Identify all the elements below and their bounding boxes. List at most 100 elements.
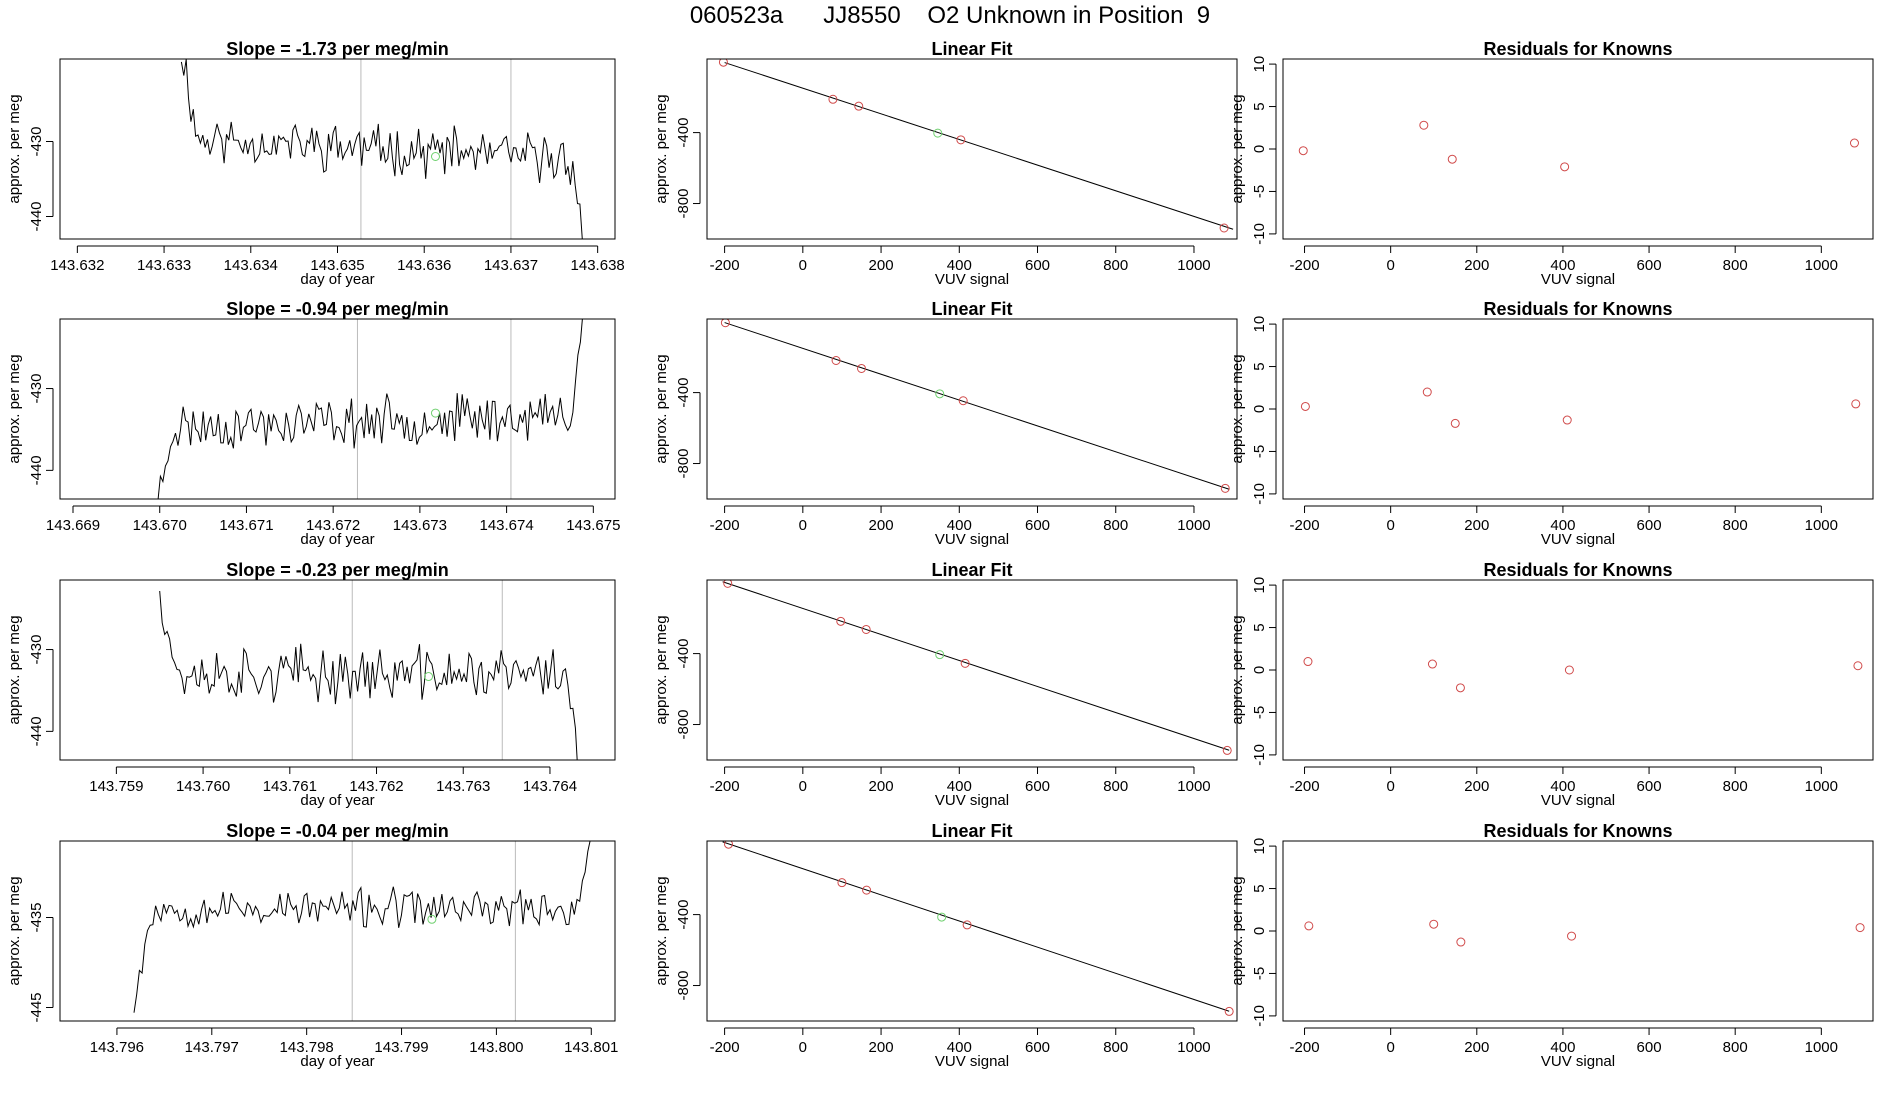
x-tick-label: 143.633 [137,257,191,274]
x-tick-label: 143.670 [133,517,187,534]
y-axis-label: approx. per meg [6,615,23,724]
series-line [157,319,583,499]
y-tick-label: -800 [675,449,692,479]
x-tick-label: 143.762 [349,778,403,795]
residual-point [1849,138,1859,148]
y-tick-label: -400 [675,900,692,930]
x-tick-label: 143.673 [393,517,447,534]
x-axis-label: VUV signal [1541,792,1615,809]
known-point [854,101,864,111]
y-tick-label: 5 [1251,362,1268,370]
x-tick-label: -200 [710,1039,740,1056]
y-tick-label: -5 [1251,706,1268,719]
plot-frame [706,840,1238,1022]
plot-area [159,580,578,760]
known-point [960,658,970,668]
plot-frame [706,318,1238,500]
y-tick-label: -430 [28,374,45,404]
x-tick-label: 143.634 [224,257,278,274]
chart-panel-linearfit-4: -200 0 200 400 600 800 1000 -800 -400 Linear Fit V… [653,821,1238,1070]
plot-area [1298,120,1859,172]
residual-point [1851,399,1861,409]
known-point [1224,1006,1234,1016]
x-tick-label: 400 [947,517,972,534]
x-axis-label: day of year [300,792,374,809]
x-tick-label: -200 [1290,517,1320,534]
panel-title: Linear Fit [931,821,1012,841]
plot-area [722,841,1234,1016]
known-point [837,878,847,888]
x-tick-label: 800 [1103,778,1128,795]
residual-point [1564,665,1574,675]
unknown-marker [430,152,440,161]
x-tick-label: 143.798 [280,1039,334,1056]
known-point [828,94,838,104]
y-tick-label: -5 [1251,185,1268,198]
residual-point [1562,415,1572,425]
panel-title: Linear Fit [931,299,1012,319]
x-tick-label: 143.759 [89,778,143,795]
y-tick-label: 0 [1251,927,1268,935]
plot-frame [59,58,616,240]
y-tick-label: 5 [1251,102,1268,110]
unknown-point [933,128,943,138]
x-tick-label: 0 [1386,1039,1394,1056]
x-axis-label: day of year [300,531,374,548]
unknown-marker [424,672,434,682]
plot-area [722,580,1232,755]
chart-panel-residuals-3: -200 0 200 400 600 800 1000 -10 -5 0 5 10 Residuals … [1229,560,1874,809]
known-point [831,355,841,365]
x-tick-label: 400 [1550,1039,1575,1056]
x-tick-label: 400 [1550,257,1575,274]
chart-panel-linearfit-1: -200 0 200 400 600 800 1000 -800 -400 Linear Fit V… [653,39,1238,288]
x-tick-label: 600 [1637,257,1662,274]
x-tick-label: -200 [1290,257,1320,274]
y-tick-label: 0 [1251,145,1268,153]
x-tick-label: 143.760 [176,778,230,795]
x-tick-label: 400 [947,1039,972,1056]
chart-panel-linearfit-3: -200 0 200 400 600 800 1000 -800 -400 Linear Fit V… [653,560,1238,809]
residual-point [1456,937,1466,947]
plot-area [718,59,1234,233]
y-tick-label: 5 [1251,884,1268,892]
chart-panel-residuals-4: -200 0 200 400 600 800 1000 -10 -5 0 5 10 Residuals … [1229,821,1874,1070]
y-axis-label: approx. per meg [1229,94,1246,203]
y-tick-label: -400 [675,639,692,669]
x-tick-label: 0 [799,1039,807,1056]
panel-title: Residuals for Knowns [1483,299,1672,319]
chart-panel-linearfit-2: -200 0 200 400 600 800 1000 -800 -400 Linear Fit V… [653,299,1238,548]
y-axis-label: approx. per meg [1229,354,1246,463]
x-tick-label: 200 [1464,778,1489,795]
x-tick-label: 200 [869,517,894,534]
x-tick-label: 1000 [1177,257,1210,274]
x-tick-label: 200 [1464,257,1489,274]
known-point [857,363,867,373]
x-tick-label: 0 [1386,257,1394,274]
x-tick-label: 0 [1386,778,1394,795]
plot-area [1304,919,1865,947]
x-tick-label: 400 [1550,517,1575,534]
x-tick-label: 143.799 [374,1039,428,1056]
residual-point [1560,162,1570,172]
x-tick-label: 1000 [1805,1039,1838,1056]
y-axis-label: approx. per meg [653,615,670,724]
x-tick-label: 400 [947,257,972,274]
y-tick-label: 10 [1251,316,1268,333]
x-tick-label: 143.800 [469,1039,523,1056]
y-tick-label: -10 [1251,744,1268,766]
plot-area [1300,387,1861,428]
y-axis-label: approx. per meg [6,354,23,463]
known-point [724,841,734,849]
x-tick-label: 143.797 [185,1039,239,1056]
panel-title: Slope = -0.23 per meg/min [226,560,449,580]
residual-point [1455,683,1465,693]
x-tick-label: 143.636 [397,257,451,274]
x-tick-label: 200 [869,257,894,274]
unknown-marker [430,408,440,418]
known-point [1220,483,1230,493]
plot-frame [706,58,1238,240]
y-tick-label: 5 [1251,623,1268,631]
x-axis-label: VUV signal [935,271,1009,288]
known-point [720,319,730,328]
